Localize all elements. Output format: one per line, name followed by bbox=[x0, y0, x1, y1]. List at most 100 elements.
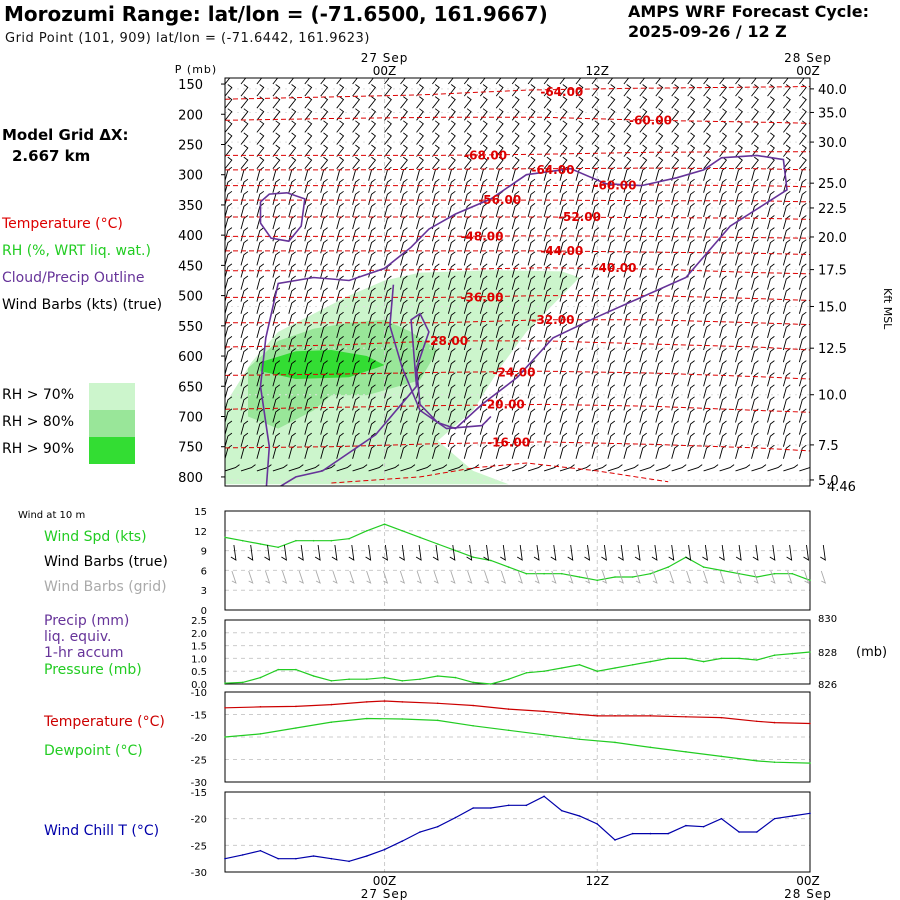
temperature-contour bbox=[225, 184, 810, 188]
wind-barb bbox=[400, 78, 406, 85]
wind-barb bbox=[384, 348, 392, 363]
wind-barb bbox=[225, 384, 233, 399]
wind-barb bbox=[272, 384, 281, 399]
wind-chill-series-point bbox=[259, 849, 262, 852]
wind-barb bbox=[639, 108, 648, 121]
wind-barb bbox=[799, 84, 807, 97]
wind-barb bbox=[240, 299, 249, 314]
wind-chill-series-point bbox=[578, 815, 581, 817]
wind-barb bbox=[575, 311, 584, 326]
wind-10m-frame bbox=[224, 510, 811, 611]
wind-barb bbox=[272, 227, 281, 242]
wind-barb bbox=[225, 166, 233, 181]
wind-barb bbox=[607, 432, 616, 447]
wind-barb-true bbox=[348, 544, 355, 561]
height-tick-label: 40.0 bbox=[818, 83, 847, 98]
pressure-tick-label: 700 bbox=[178, 410, 203, 425]
wind-barb-grid bbox=[349, 570, 355, 584]
wind-barb bbox=[671, 190, 679, 206]
pressure-point bbox=[472, 681, 474, 684]
wind-barb bbox=[272, 348, 281, 363]
wind-barb bbox=[336, 275, 344, 290]
wind-barb bbox=[607, 408, 616, 423]
wind-barb bbox=[591, 464, 607, 472]
wind-barb bbox=[527, 311, 536, 326]
forecast-cycle-label: AMPS WRF Forecast Cycle: bbox=[628, 2, 870, 21]
wind-barb bbox=[288, 166, 296, 181]
wind-barb bbox=[432, 464, 448, 472]
wind-barb-true bbox=[281, 544, 287, 561]
temperature-dewpoint-series-point bbox=[330, 721, 333, 723]
wind-barb bbox=[719, 360, 727, 375]
wind-barb bbox=[448, 156, 456, 169]
wind-barb bbox=[416, 263, 424, 278]
wind-barb bbox=[751, 432, 759, 447]
wind-barb bbox=[575, 287, 584, 302]
wind-barb bbox=[782, 372, 791, 387]
wind-barb bbox=[431, 178, 440, 193]
wind-barb bbox=[687, 299, 695, 314]
wind-10m-tick-label: 6 bbox=[201, 566, 207, 577]
wind-barb bbox=[735, 144, 743, 157]
wind-barb bbox=[623, 203, 632, 218]
wind-barb bbox=[623, 336, 632, 351]
wind-barb bbox=[240, 144, 249, 157]
wind-barb-true bbox=[702, 544, 708, 561]
pressure-tick-label: 350 bbox=[178, 199, 203, 214]
wind-barb bbox=[782, 311, 791, 326]
wind-barb bbox=[703, 227, 711, 242]
wind-barb bbox=[511, 396, 520, 411]
wind-barb bbox=[479, 132, 488, 145]
wind-barb bbox=[639, 190, 647, 206]
wind-barb bbox=[735, 336, 743, 351]
wind-barb bbox=[320, 227, 328, 242]
wind-barb bbox=[320, 84, 329, 97]
wind-barb bbox=[463, 372, 472, 387]
wind-10m-series-point bbox=[525, 572, 528, 575]
wind-barb bbox=[591, 203, 600, 218]
wind-barb bbox=[751, 78, 757, 85]
wind-barb bbox=[543, 84, 552, 97]
wind-barb bbox=[448, 132, 456, 145]
wind-chill-series-point bbox=[224, 857, 226, 860]
wind-barb bbox=[591, 299, 600, 314]
temperature-dewpoint-series-point bbox=[720, 755, 723, 758]
bottom-time-label: 00Z bbox=[796, 874, 820, 888]
pressure-label: Pressure (mb) bbox=[44, 662, 142, 678]
wind-barb bbox=[623, 444, 632, 459]
wind-barb bbox=[447, 348, 456, 363]
wind-barb bbox=[655, 96, 664, 109]
wind-barb bbox=[320, 360, 328, 375]
temperature-label: -68.00 bbox=[464, 148, 507, 162]
legend-rh80-swatch bbox=[89, 410, 135, 437]
wind-barb bbox=[400, 166, 408, 181]
temperature-label: -44.00 bbox=[540, 244, 583, 258]
wind-barb bbox=[368, 444, 376, 459]
wind-barb bbox=[559, 120, 568, 133]
temperature-label: -36.00 bbox=[461, 290, 504, 304]
wind-barb bbox=[639, 464, 655, 472]
wind-barb bbox=[798, 311, 807, 326]
wind-barb bbox=[607, 348, 616, 363]
wind-barb bbox=[320, 420, 328, 435]
wind-barb bbox=[719, 108, 728, 121]
wind-barb bbox=[511, 215, 520, 230]
wind-barb bbox=[639, 444, 647, 459]
wind-barb bbox=[368, 239, 376, 254]
wind-barb bbox=[575, 384, 584, 399]
wind-chill-tick-label: -15 bbox=[191, 788, 207, 799]
wind-barb bbox=[623, 408, 632, 423]
temperature-label: -24.00 bbox=[492, 365, 535, 379]
wind-barb bbox=[607, 464, 623, 472]
wind-barb bbox=[256, 311, 265, 326]
wind-barb bbox=[288, 420, 296, 435]
wind-barb bbox=[783, 120, 791, 133]
wind-barb bbox=[447, 420, 456, 435]
temperature-label: -64.00 bbox=[540, 85, 583, 99]
wind-barb bbox=[511, 311, 520, 326]
wind-barb bbox=[225, 348, 233, 363]
wind-barb bbox=[463, 120, 472, 133]
wind-barb bbox=[798, 275, 807, 290]
temperature-label: -20.00 bbox=[482, 397, 525, 411]
wind-barb bbox=[751, 408, 759, 423]
